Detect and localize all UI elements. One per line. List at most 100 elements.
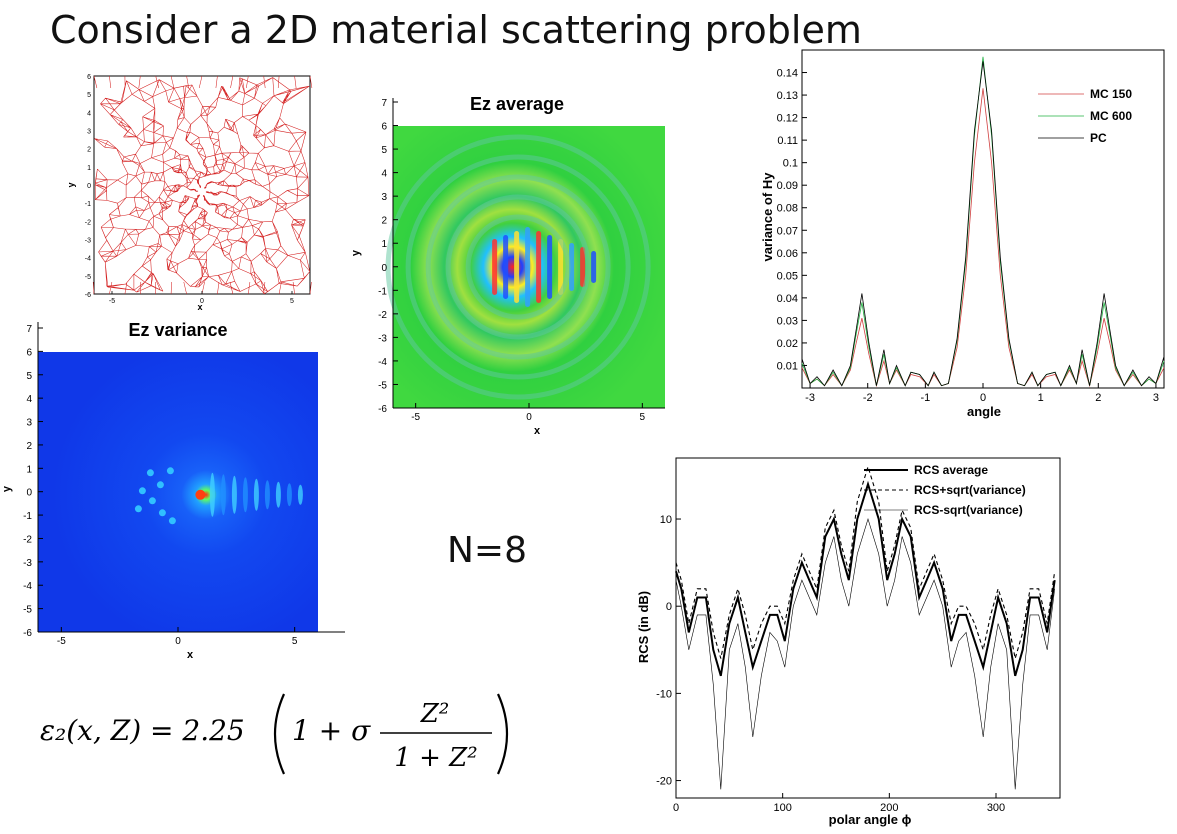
mesh-ytick-label: 0 — [87, 183, 91, 190]
ez-variance-ytick-label: 0 — [26, 488, 32, 499]
ez-variance-title: Ez variance — [128, 320, 227, 340]
rcs-series-rcs-sqrt-variance- — [675, 517, 1055, 790]
rcs-ytick-label: -20 — [656, 776, 672, 788]
formula-svg: ε₂(x, Z) = 2.25 1 + σ Z² 1 + Z² — [40, 693, 509, 775]
formula-lhs: ε₂(x, Z) = 2.25 — [40, 714, 245, 747]
ez-variance-stripe — [275, 481, 281, 508]
ez-average-ytick-label: 7 — [381, 98, 387, 109]
ez-variance-ytick-label: -4 — [23, 581, 32, 592]
ez-average-ring — [425, 174, 611, 360]
variance-hy-legend-label: PC — [1090, 131, 1107, 145]
formula-left-paren — [273, 693, 286, 775]
ez-variance-stripe — [242, 477, 248, 513]
ez-variance-peak — [195, 489, 206, 500]
rcs-xlabel: polar angle ϕ — [829, 812, 912, 827]
mesh-ytick-label: 4 — [87, 110, 91, 117]
rcs-legend: RCS average RCS+sqrt(variance) RCS-sqrt(va… — [864, 463, 1026, 517]
mesh-ytick-label: -1 — [85, 201, 91, 208]
ez-average-ytick-label: 5 — [381, 145, 387, 156]
ez-variance-ytick-label: 6 — [26, 347, 32, 358]
ez-average-stripe — [536, 231, 542, 303]
mesh-xtick-label: 0 — [200, 298, 204, 305]
variance-hy-series-mc-600 — [801, 56, 1165, 387]
formula-numerator: Z² — [420, 699, 450, 729]
formula-denominator: 1 + Z² — [394, 743, 477, 773]
ez-average-ytick-label: 2 — [381, 216, 387, 227]
ez-average-ticks: 7 6 5 4 3 2 1 0 -1 -2 -3 -4 -5 -6 -5 0 5 — [378, 98, 645, 423]
rcs-ytick-label: 0 — [666, 601, 672, 613]
rcs-legend-label: RCS average — [914, 463, 988, 477]
ez-average-ytick-label: 6 — [381, 122, 387, 133]
ez-variance-xtick-label: 0 — [175, 636, 181, 647]
variance-hy-series-pc — [801, 61, 1165, 387]
rcs-ytick-label: -10 — [656, 688, 672, 700]
mesh-ytick-label: 5 — [87, 92, 91, 99]
ez-variance-ticks: 7 6 5 4 3 2 1 0 -1 -2 -3 -4 -5 -6 -5 0 5 — [23, 324, 298, 647]
variance-hy-ytick-label: 0.04 — [777, 293, 798, 305]
variance-hy-axes: -3 -2 -1 0 1 2 3 0.01 0.02 0.03 0.04 0.05 0.06 0.07 0.… — [777, 49, 1165, 404]
ez-average-stripe — [514, 231, 520, 303]
ez-variance-dot — [156, 481, 164, 489]
mesh-ytick-label: -4 — [85, 256, 91, 263]
mesh-ytick-label: 1 — [87, 165, 91, 172]
ez-average-plot: Ez average 7 6 5 4 3 2 1 0 -1 -2 -3 -4 -5 -6 -5 0 5 x y — [350, 94, 665, 437]
variance-hy-xtick-label: 0 — [980, 392, 986, 404]
ez-variance-stripe — [297, 484, 303, 505]
ez-variance-dot — [138, 487, 146, 495]
mesh-ytick-label: 6 — [87, 74, 91, 81]
variance-hy-series — [801, 56, 1165, 388]
ez-average-ring — [405, 154, 631, 380]
ez-average-ylabel: y — [350, 249, 362, 256]
variance-hy-xtick-label: 1 — [1038, 392, 1044, 404]
mesh-ylabel: y — [66, 182, 76, 187]
variance-hy-ytick-label: 0.03 — [777, 315, 798, 327]
ez-average-stripe — [547, 235, 553, 299]
mesh-xtick-label: -5 — [109, 298, 115, 305]
ez-average-xtick-label: 0 — [526, 412, 532, 423]
mesh-xlabel: x — [197, 302, 202, 312]
ez-average-stripe — [492, 239, 498, 295]
ez-average-ytick-label: -4 — [378, 357, 387, 368]
mesh-ytick-label: -5 — [85, 274, 91, 281]
ez-variance-ytick-label: 7 — [26, 324, 32, 335]
variance-hy-ytick-label: 0.08 — [777, 203, 798, 215]
ez-average-ytick-label: -5 — [378, 380, 387, 391]
ez-variance-ytick-label: 1 — [26, 464, 32, 475]
ez-variance-stripe — [231, 475, 237, 514]
ez-variance-ytick-label: 3 — [26, 418, 32, 429]
ez-variance-dot — [168, 517, 176, 525]
variance-hy-ytick-label: 0.11 — [777, 135, 798, 147]
ez-average-ring — [465, 214, 571, 320]
ez-average-ytick-label: 0 — [381, 263, 387, 274]
variance-hy-ytick-label: 0.02 — [777, 338, 798, 350]
rcs-legend-label: RCS-sqrt(variance) — [914, 503, 1023, 517]
variance-hy-ytick-label: 0.1 — [783, 158, 798, 170]
ez-variance-xtick-label: 5 — [292, 636, 298, 647]
ez-average-ytick-label: -1 — [378, 286, 387, 297]
ez-average-xlabel: x — [534, 425, 541, 437]
rcs-series-rcs-sqrt-variance- — [675, 464, 1056, 659]
variance-hy-chart: -3 -2 -1 0 1 2 3 0.01 0.02 0.03 0.04 0.05 0.06 0.07 0.… — [760, 49, 1165, 419]
ez-variance-xlabel: x — [187, 649, 194, 661]
mesh-ytick-label: -3 — [85, 238, 91, 245]
ez-variance-ytick-label: 2 — [26, 441, 32, 452]
ez-variance-xtick-label: -5 — [57, 636, 66, 647]
variance-hy-xtick-label: -1 — [920, 392, 930, 404]
rcs-ytick-label: 10 — [660, 514, 672, 526]
formula-right-paren — [496, 693, 509, 775]
ez-average-ring — [385, 134, 651, 400]
ez-variance-ytick-label: -5 — [23, 605, 32, 616]
ez-variance-plot: Ez variance 7 6 5 4 3 2 1 0 -1 -2 -3 -4 -5 -6 -5 0 5 x y — [1, 320, 345, 661]
mesh-frame — [93, 75, 311, 295]
rcs-series-rcs-average — [675, 480, 1056, 677]
ez-variance-stripe — [209, 472, 215, 517]
ez-variance-ytick-label: -3 — [23, 558, 32, 569]
mesh-x-ticks: -5 0 5 — [109, 291, 294, 305]
ez-average-ytick-label: 3 — [381, 192, 387, 203]
rcs-xtick-label: 0 — [673, 802, 679, 814]
ez-average-title: Ez average — [470, 94, 564, 114]
ez-average-stripe — [580, 247, 586, 287]
mesh-xtick-label: 5 — [290, 298, 294, 305]
mesh-plot: 6 5 4 3 2 1 0 -1 -2 -3 -4 -5 -6 -5 0 5 x y — [66, 74, 313, 312]
